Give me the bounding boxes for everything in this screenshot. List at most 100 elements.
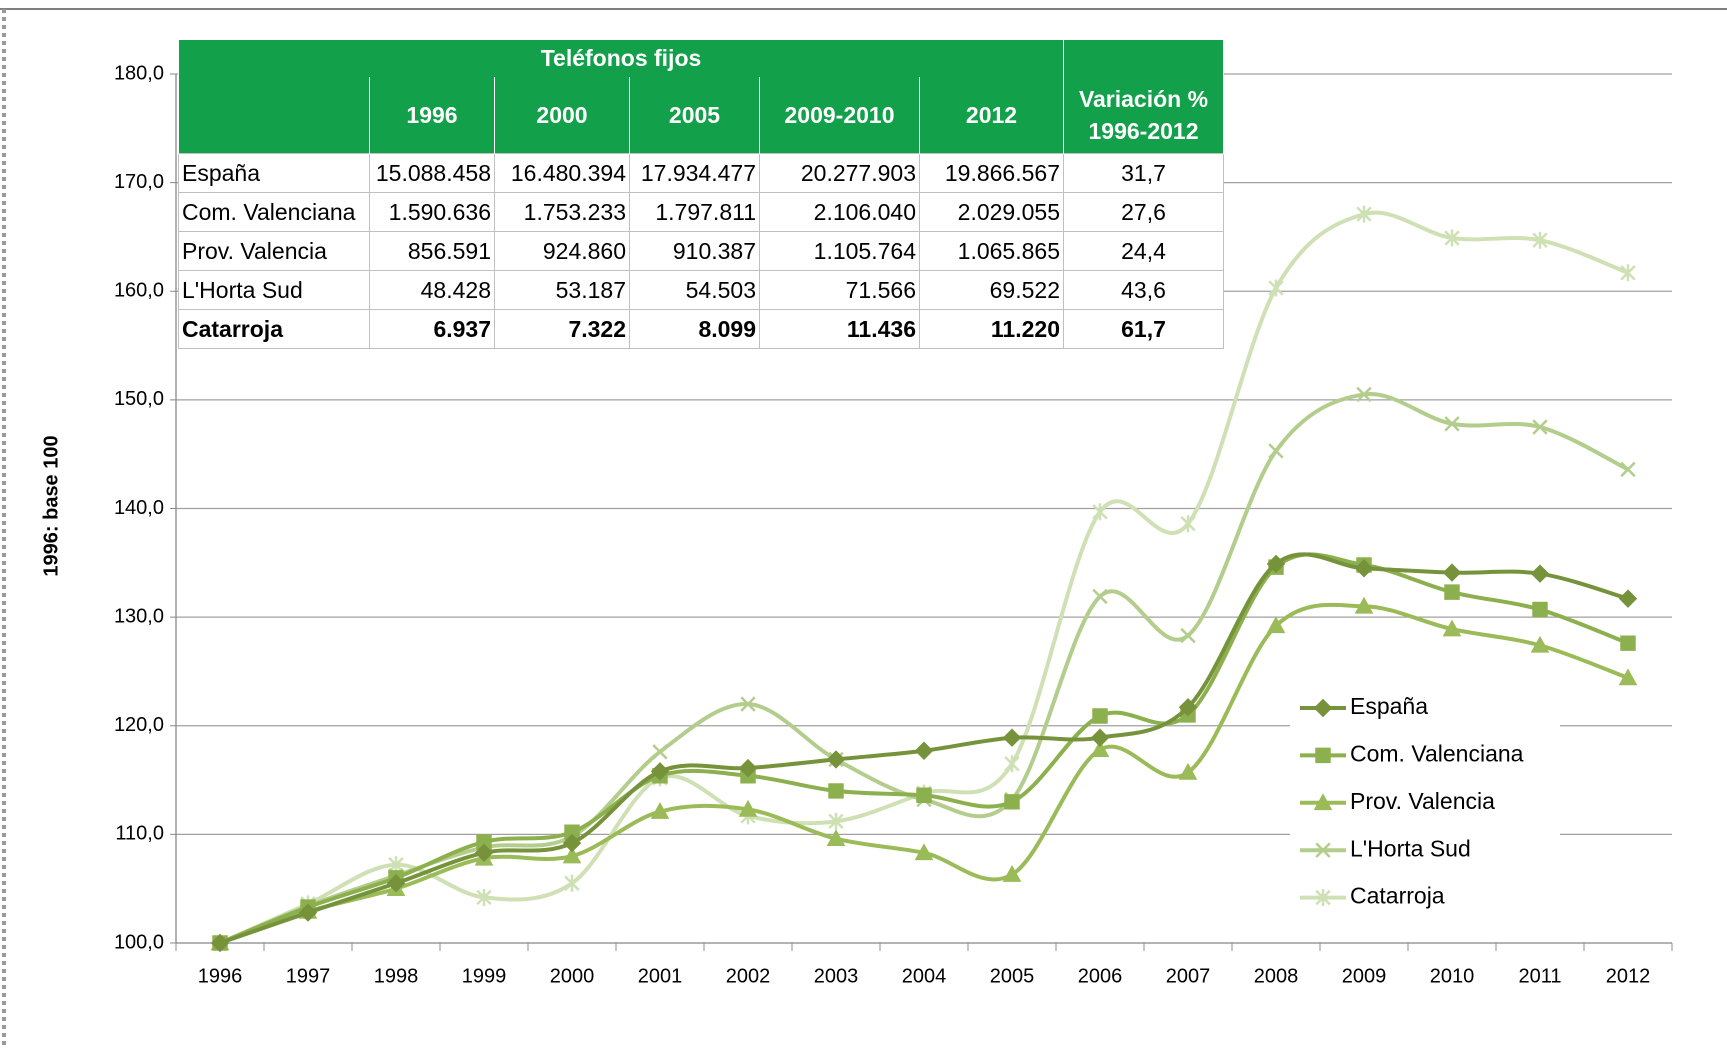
marker	[740, 696, 756, 712]
x-tick-label: 2002	[726, 965, 771, 987]
column-header: 2009-2010	[759, 77, 920, 154]
table-cell: Com. Valenciana	[178, 192, 370, 232]
marker	[738, 799, 758, 817]
x-tick-label: 2010	[1430, 965, 1475, 987]
header-row: 1996 2000 2005 2009-2010 2012 Variación % 199…	[178, 77, 1224, 154]
table-cell: 8.099	[629, 309, 760, 349]
y-tick-label: 150,0	[114, 388, 164, 410]
y-tick-label: 100,0	[114, 931, 164, 953]
marker	[1532, 601, 1548, 618]
legend-label: L'Horta Sud	[1350, 835, 1471, 861]
marker	[828, 812, 844, 830]
marker	[652, 744, 668, 760]
x-tick-label: 2012	[1606, 965, 1651, 987]
marker	[1356, 386, 1372, 403]
marker	[738, 758, 758, 778]
y-tick-label: 120,0	[114, 714, 164, 736]
marker	[1002, 865, 1022, 882]
table-cell: 71.566	[759, 270, 920, 310]
table-cell: 856.591	[369, 231, 495, 271]
table-cell: 43,6	[1063, 270, 1224, 310]
table-row: Prov. Valencia 856.591 924.860 910.387 1.105…	[178, 231, 1224, 271]
marker	[386, 874, 406, 893]
marker	[1620, 461, 1636, 478]
marker	[1618, 589, 1638, 608]
marker	[1444, 416, 1460, 432]
x-tick-label: 1998	[374, 965, 419, 987]
marker	[1313, 698, 1333, 718]
marker	[916, 787, 932, 803]
marker	[914, 843, 934, 861]
table-cell: 1.065.865	[919, 231, 1064, 271]
table-cell: España	[178, 153, 370, 193]
y-tick-label: 170,0	[114, 171, 164, 193]
table-cell: 48.428	[369, 270, 495, 310]
marker	[1092, 708, 1108, 724]
series-line	[219, 552, 1629, 945]
legend-label: Com. Valenciana	[1350, 740, 1524, 766]
column-header: 2012	[919, 77, 1064, 154]
table-row: Catarroja 6.937 7.322 8.099 11.436 11.220 61,7	[178, 309, 1224, 349]
x-tick-label: 2000	[550, 965, 595, 987]
marker	[1620, 635, 1636, 651]
marker	[562, 846, 582, 864]
x-tick-label: 2005	[990, 965, 1035, 987]
table-cell: L'Horta Sud	[178, 270, 370, 310]
marker	[914, 741, 934, 760]
column-header: 2005	[629, 77, 760, 154]
marker	[826, 750, 846, 769]
column-header: 2000	[494, 77, 630, 154]
y-tick-label: 130,0	[114, 605, 164, 627]
marker	[562, 833, 582, 853]
marker	[1620, 264, 1636, 282]
table-cell: 69.522	[919, 270, 1064, 310]
table-cell: Catarroja	[178, 309, 370, 349]
marker	[298, 903, 318, 922]
marker	[1002, 728, 1022, 747]
marker	[210, 933, 230, 953]
marker	[1530, 564, 1550, 583]
marker	[1268, 279, 1284, 297]
table-row: Com. Valenciana 1.590.636 1.753.233 1.797.8…	[178, 192, 1224, 232]
marker	[476, 834, 492, 850]
legend-label: España	[1350, 693, 1428, 719]
column-header: 1996	[369, 77, 495, 154]
table-cell: 54.503	[629, 270, 760, 310]
marker	[1532, 419, 1548, 435]
marker	[1180, 627, 1196, 644]
table-cell: 924.860	[494, 231, 630, 271]
table-cell: 2.106.040	[759, 192, 920, 232]
marker	[1315, 842, 1331, 858]
marker	[1444, 584, 1460, 600]
x-tick-label: 1999	[462, 965, 507, 987]
marker	[1268, 443, 1284, 459]
x-tick-label: 2003	[814, 965, 859, 987]
marker	[1618, 668, 1638, 686]
table-cell: 27,6	[1063, 192, 1224, 232]
table-cell: 31,7	[1063, 153, 1224, 193]
table-cell: Prov. Valencia	[178, 231, 370, 271]
table-cell: 19.866.567	[919, 153, 1064, 193]
y-tick-label: 180,0	[114, 62, 164, 84]
series-line	[219, 602, 1629, 945]
x-tick-label: 2011	[1518, 965, 1561, 987]
x-tick-label: 1996	[198, 965, 243, 987]
table-cell: 910.387	[629, 231, 760, 271]
table-cell: 16.480.394	[494, 153, 630, 193]
marker	[826, 829, 846, 847]
x-tick-label: 2004	[902, 965, 947, 987]
marker	[1354, 559, 1374, 578]
marker	[1092, 503, 1108, 521]
header-cell	[178, 77, 370, 154]
table-cell: 17.934.477	[629, 153, 760, 193]
marker	[1442, 563, 1462, 582]
marker	[650, 802, 670, 819]
table-cell: 2.029.055	[919, 192, 1064, 232]
marker	[476, 888, 492, 906]
marker	[1180, 515, 1196, 533]
table-cell: 6.937	[369, 309, 495, 349]
marker	[564, 874, 580, 892]
marker	[650, 762, 670, 781]
